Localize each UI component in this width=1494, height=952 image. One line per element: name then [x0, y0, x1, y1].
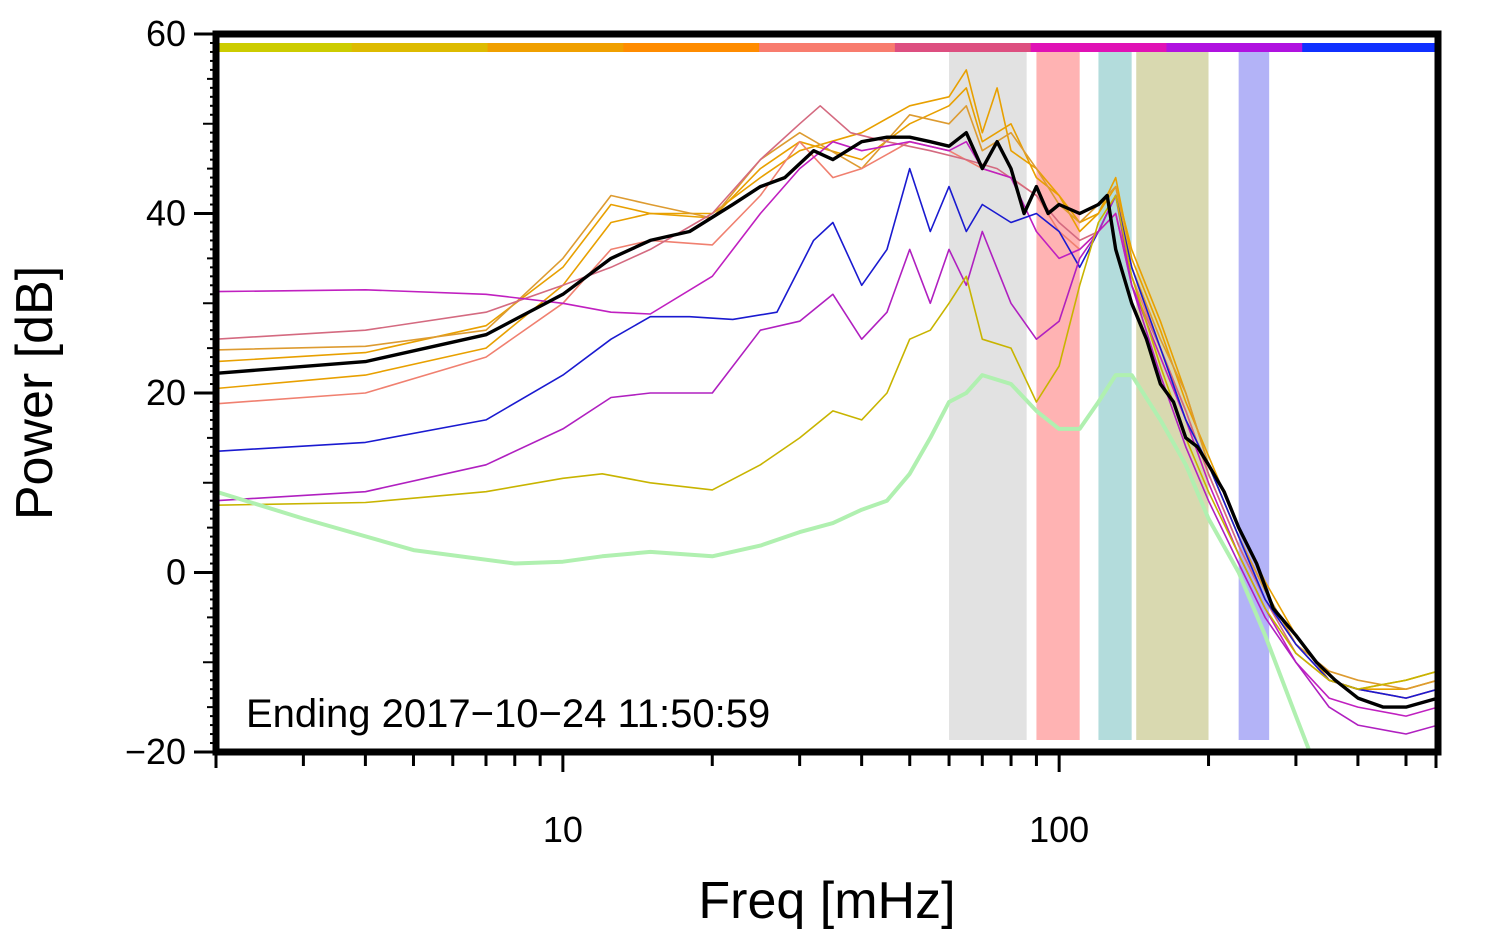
series-line-6 [216, 167, 1438, 699]
y-tick-label: 60 [146, 13, 186, 54]
top-color-strip [216, 43, 1439, 52]
x-axis-ticks: 10 100 [214, 752, 1438, 850]
series-line-9 [216, 373, 1312, 752]
strip-segment-4 [759, 43, 896, 52]
strip-segment-7 [1166, 43, 1303, 52]
y-tick-label: −20 [125, 731, 186, 772]
strip-segment-1 [351, 43, 489, 52]
series-line-1 [216, 87, 1438, 690]
strip-segment-8 [1302, 43, 1439, 52]
spectrum-series [216, 69, 1438, 752]
y-tick-label: 20 [146, 372, 186, 413]
band-3 [1136, 52, 1209, 740]
x-tick-label: 10 [543, 809, 583, 850]
y-axis-ticks: −20 0 20 40 60 [125, 13, 216, 772]
strip-segment-5 [894, 43, 1032, 52]
strip-segment-6 [1030, 43, 1167, 52]
y-axis-title: Power [dB] [6, 266, 64, 520]
strip-segment-0 [216, 43, 353, 52]
y-tick-label: 40 [146, 193, 186, 234]
band-1 [1036, 52, 1080, 740]
frequency-bands [949, 52, 1270, 740]
series-line-8 [216, 194, 1438, 690]
x-axis-title: Freq [mHz] [698, 872, 955, 930]
x-tick-label: 100 [1029, 809, 1089, 850]
y-tick-label: 0 [166, 552, 186, 593]
strip-segment-3 [623, 43, 760, 52]
strip-segment-2 [487, 43, 624, 52]
series-line-10 [216, 131, 1438, 709]
series-line-7 [216, 194, 1438, 735]
timestamp-annotation: Ending 2017−10−24 11:50:59 [246, 692, 770, 736]
band-4 [1238, 52, 1270, 740]
